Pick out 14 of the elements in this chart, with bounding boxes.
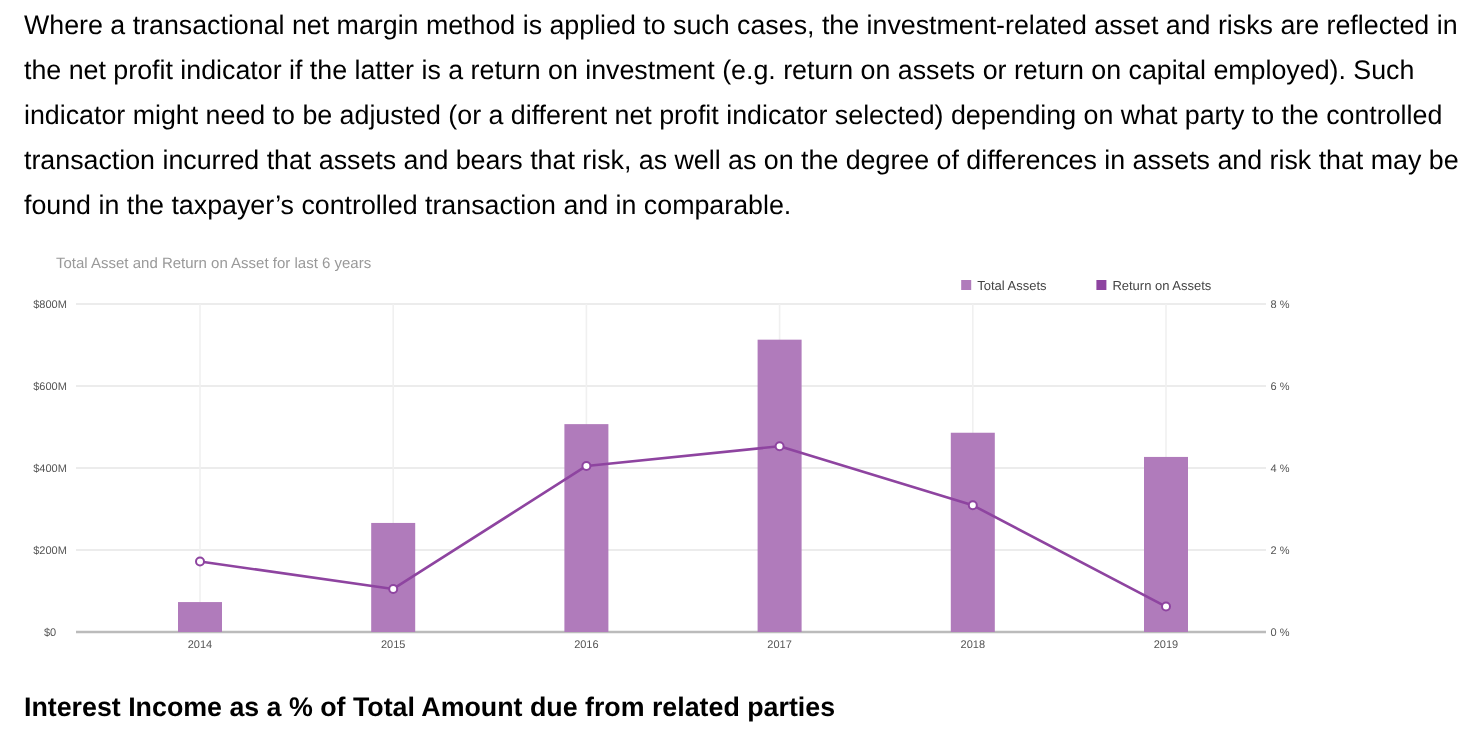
point — [581, 460, 592, 471]
bar — [757, 339, 802, 632]
point — [1161, 601, 1171, 612]
text: Where a transactional net margin method is applied to such cases, the investment-related asset and risks are reflected in the net profit indicator if the latter is a return on investment (e.g. return on assets or return on capital employed). Such indicator might need to be adjusted (or a different net profit indicator selected) depending on what party to the controlled transaction incurred that assets and bears that risk, as well as on the degree of differences in assets and risk that may be found in the taxpayer’s controlled transaction and in comparable. — [24, 10, 1459, 220]
text: Interest Income as a % of Total Amount due from related parties — [24, 692, 836, 722]
bar — [564, 424, 609, 632]
bar — [371, 522, 416, 632]
bar — [1144, 456, 1188, 632]
point — [195, 556, 205, 567]
bar — [178, 602, 222, 632]
bar — [950, 432, 995, 632]
point — [388, 583, 399, 594]
point — [967, 500, 978, 511]
point — [774, 441, 785, 452]
